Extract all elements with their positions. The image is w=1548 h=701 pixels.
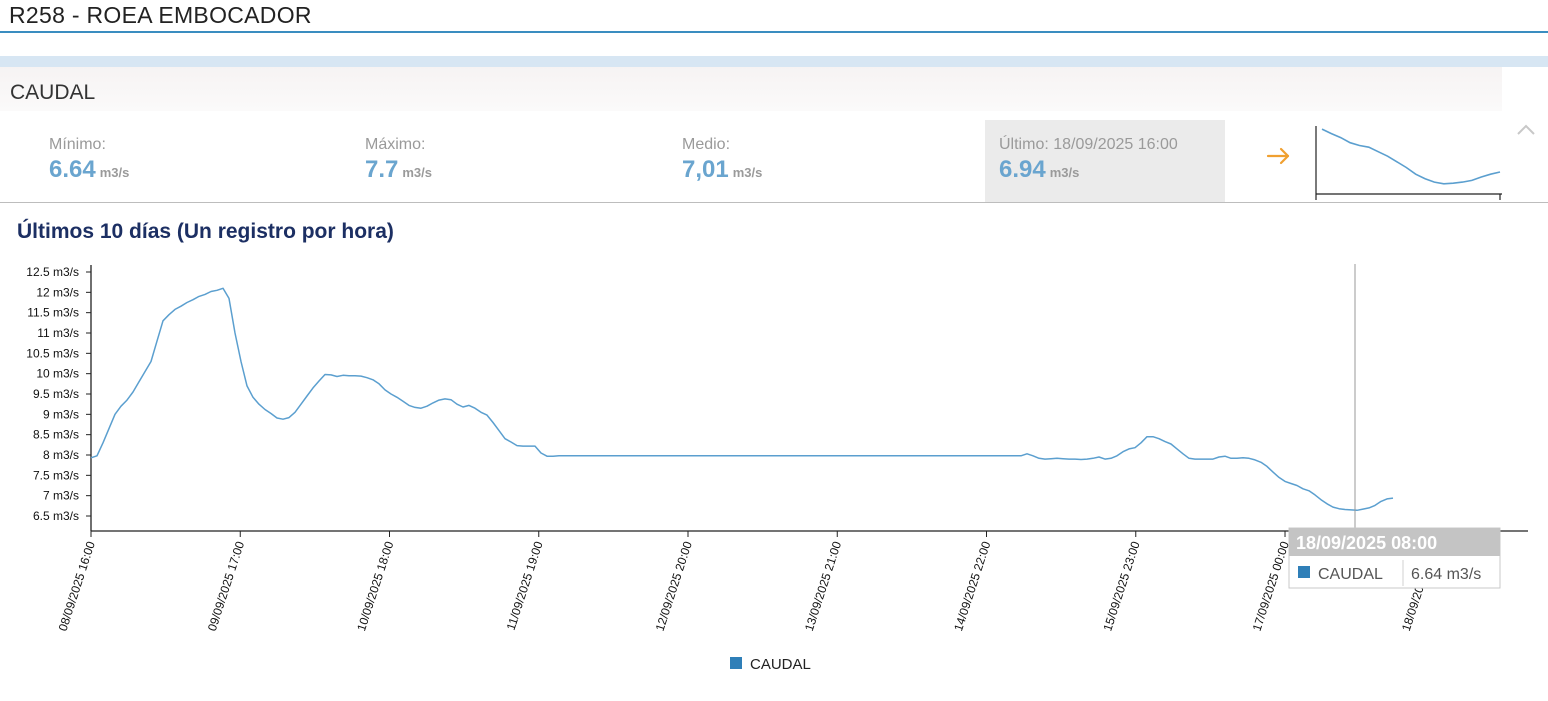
x-tick-label: 08/09/2025 16:00 bbox=[56, 539, 98, 632]
series-line-caudal bbox=[90, 287, 1394, 512]
stat-last-value: 6.94 m3/s bbox=[999, 156, 1079, 184]
stat-min: Mínimo: 6.64 m3/s bbox=[49, 120, 309, 202]
tooltip-value: 6.64 m3/s bbox=[1411, 566, 1481, 583]
legend-swatch bbox=[730, 657, 742, 669]
y-tick-label: 8.5 m3/s bbox=[33, 428, 79, 442]
stat-min-number: 6.64 bbox=[49, 156, 96, 183]
tooltip-header bbox=[1289, 528, 1500, 556]
y-axis: 6.5 m3/s 7 m3/s 7.5 m3/s 8 m3/s 8.5 m3/s 9 m3… bbox=[26, 265, 92, 531]
y-tick-label: 10.5 m3/s bbox=[26, 346, 79, 360]
stat-max-unit: m3/s bbox=[402, 165, 433, 180]
series-layer bbox=[90, 287, 1394, 512]
page-title: R258 - ROEA EMBOCADOR bbox=[9, 2, 312, 28]
page-header: R258 - ROEA EMBOCADOR bbox=[0, 0, 1548, 33]
x-tick-label: 14/09/2025 22:00 bbox=[951, 539, 993, 632]
section-bar: CAUDAL bbox=[0, 67, 1502, 111]
x-tick-label: 12/09/2025 20:00 bbox=[653, 539, 695, 632]
y-tick-label: 12.5 m3/s bbox=[26, 265, 79, 279]
arrow-right-icon bbox=[1266, 147, 1290, 165]
legend-label: CAUDAL bbox=[750, 656, 811, 673]
sparkline-line bbox=[1321, 128, 1501, 185]
y-tick-label: 9.5 m3/s bbox=[33, 387, 79, 401]
stat-mean-label: Medio: bbox=[682, 136, 731, 153]
stat-last-label: Último: 18/09/2025 16:00 bbox=[999, 136, 1178, 153]
y-tick-label: 11.5 m3/s bbox=[27, 306, 79, 320]
y-tick-label: 10 m3/s bbox=[36, 367, 79, 381]
stat-last: Último: 18/09/2025 16:00 6.94 m3/s bbox=[985, 120, 1225, 202]
stat-mean-number: 7,01 bbox=[682, 156, 729, 183]
stat-max: Máximo: 7.7 m3/s bbox=[365, 120, 625, 202]
section-title: CAUDAL bbox=[10, 81, 96, 104]
stat-max-label: Máximo: bbox=[365, 136, 426, 153]
stat-mean-value: 7,01 m3/s bbox=[682, 156, 762, 184]
header-divider-band bbox=[0, 56, 1548, 67]
y-tick-label: 12 m3/s bbox=[36, 285, 79, 299]
chart-title: Últimos 10 días (Un registro por hora) bbox=[17, 220, 394, 243]
y-tick-label: 8 m3/s bbox=[43, 448, 79, 462]
x-tick-label: 17/09/2025 00:00 bbox=[1250, 539, 1292, 632]
y-tick-label: 6.5 m3/s bbox=[33, 509, 79, 523]
tooltip: 18/09/2025 08:00 CAUDAL 6.64 m3/s bbox=[1288, 527, 1501, 589]
tooltip-swatch bbox=[1298, 566, 1310, 578]
tooltip-series: CAUDAL bbox=[1318, 566, 1383, 583]
x-tick-label: 10/09/2025 18:00 bbox=[354, 539, 396, 632]
chevron-up-icon[interactable] bbox=[1514, 120, 1538, 140]
stat-last-number: 6.94 bbox=[999, 156, 1046, 183]
x-tick-label: 15/09/2025 23:00 bbox=[1100, 539, 1142, 632]
sparkline-chart bbox=[1315, 126, 1502, 200]
x-tick-label: 11/09/2025 19:00 bbox=[504, 539, 546, 632]
stat-min-unit: m3/s bbox=[99, 165, 130, 180]
tooltip-date: 18/09/2025 08:00 bbox=[1296, 533, 1437, 553]
stat-mean-unit: m3/s bbox=[732, 165, 763, 180]
x-tick-label: 13/09/2025 21:00 bbox=[802, 539, 844, 632]
stat-max-value: 7.7 m3/s bbox=[365, 156, 432, 184]
stat-last-unit: m3/s bbox=[1049, 165, 1080, 180]
line-chart: 6.5 m3/s 7 m3/s 7.5 m3/s 8 m3/s 8.5 m3/s 9 m3… bbox=[26, 264, 1528, 673]
y-tick-label: 7 m3/s bbox=[43, 489, 79, 503]
stats-row: Mínimo: 6.64 m3/s Máximo: 7.7 m3/s Medio: … bbox=[0, 120, 1548, 203]
stat-max-number: 7.7 bbox=[365, 156, 399, 183]
stat-min-value: 6.64 m3/s bbox=[49, 156, 129, 184]
stat-min-label: Mínimo: bbox=[49, 136, 106, 153]
y-tick-label: 11 m3/s bbox=[37, 326, 79, 340]
stat-mean: Medio: 7,01 m3/s bbox=[682, 120, 942, 202]
y-tick-label: 9 m3/s bbox=[43, 407, 79, 421]
legend[interactable]: CAUDAL bbox=[730, 656, 811, 673]
y-tick-label: 7.5 m3/s bbox=[33, 468, 79, 482]
x-tick-label: 09/09/2025 17:00 bbox=[205, 539, 247, 632]
